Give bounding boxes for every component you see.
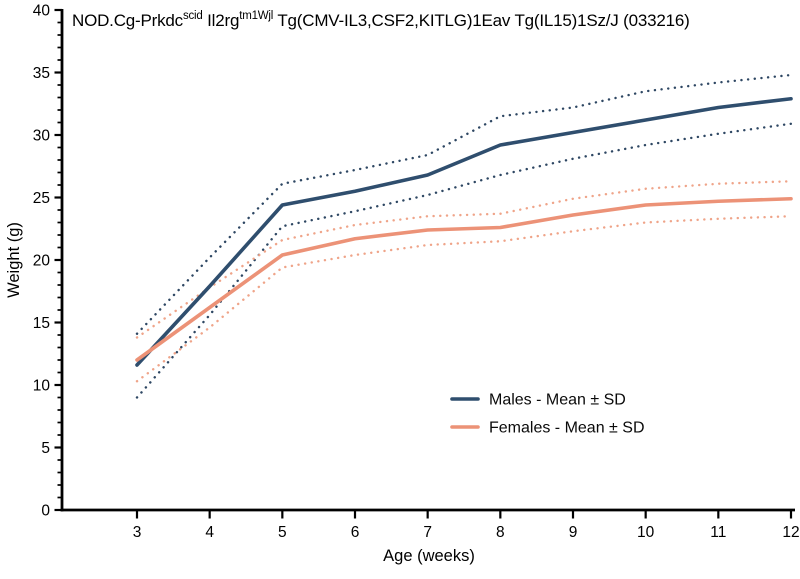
series-line-females-mean	[135, 196, 793, 362]
chart-title-superscript: tm1Wjl	[239, 10, 273, 22]
legend: Males - Mean ± SD Females - Mean ± SD	[450, 392, 645, 437]
x-tick-label: 6	[351, 524, 360, 541]
x-tick-label: 7	[423, 524, 432, 541]
chart-title-part: Tg(CMV-IL3,CSF2,KITLG)1Eav Tg(IL15)1Sz/J…	[273, 11, 689, 30]
series-line-males-mean	[135, 96, 793, 367]
x-tick-label: 9	[569, 524, 578, 541]
x-axis: 3 4 5 6 7 8 9 10 11 12	[133, 510, 800, 541]
y-tick-label: 15	[33, 315, 50, 332]
chart-title-part: Il2rg	[203, 11, 240, 30]
series-line-females-minus-sd	[135, 215, 793, 383]
y-tick-label: 20	[33, 253, 51, 270]
x-tick-label: 8	[496, 524, 505, 541]
x-tick-label: 3	[133, 524, 142, 541]
y-tick-label: 10	[33, 378, 51, 395]
x-tick-label: 11	[710, 524, 726, 541]
legend-label-females: Females - Mean ± SD	[489, 420, 645, 437]
x-tick-label: 5	[278, 524, 287, 541]
series-lines	[135, 73, 793, 399]
y-axis: 0 5 10 15 20 25 30 35 40	[33, 3, 62, 520]
y-tick-label: 0	[41, 503, 50, 520]
series-line-males-minus-sd	[135, 122, 793, 399]
x-tick-label: 10	[637, 524, 655, 541]
x-tick-label: 12	[782, 524, 799, 541]
y-tick-label: 5	[41, 440, 50, 457]
y-tick-label: 30	[33, 128, 51, 145]
series-line-males-plus-sd	[135, 73, 793, 335]
y-tick-label: 35	[33, 65, 50, 82]
chart-title: NOD.Cg-Prkdcscid Il2rgtm1Wjl Tg(CMV-IL3,…	[72, 10, 690, 30]
x-axis-title: Age (weeks)	[383, 547, 475, 565]
chart-title-part: NOD.Cg-Prkdc	[72, 11, 184, 30]
x-tick-label: 4	[205, 524, 214, 541]
y-tick-label: 25	[33, 190, 50, 207]
legend-label-males: Males - Mean ± SD	[489, 392, 626, 409]
y-tick-label: 40	[33, 3, 51, 20]
y-axis-title: Weight (g)	[5, 222, 23, 298]
chart-title-superscript: scid	[183, 10, 203, 22]
